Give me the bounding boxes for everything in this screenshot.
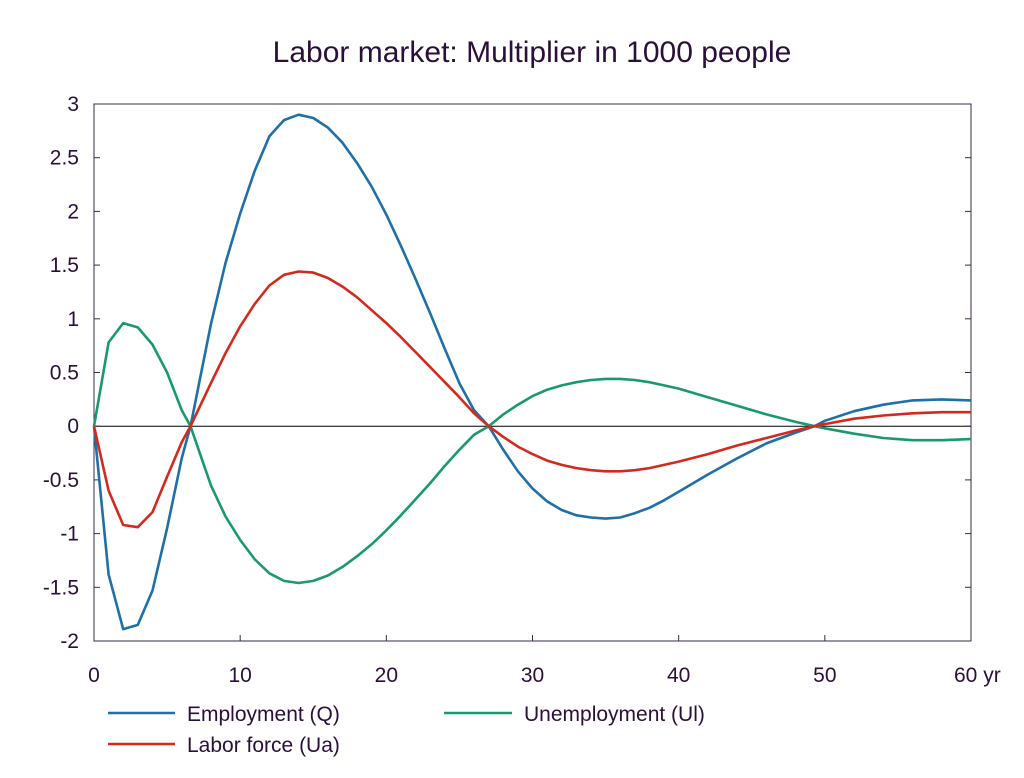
- legend: Employment (Q) Unemployment (Ul) Labor for…: [108, 703, 705, 757]
- legend-label: Labor force (Ua): [187, 734, 340, 757]
- plot-area: [93, 103, 972, 642]
- y-tick-label: -0.5: [43, 469, 79, 492]
- y-tick-label: 1.5: [50, 254, 79, 277]
- x-tick-label: 40: [667, 664, 690, 687]
- legend-label: Unemployment (Ul): [524, 703, 705, 726]
- y-tick-label: -1: [60, 523, 79, 546]
- x-tick-label: 60 yr: [954, 664, 1001, 687]
- y-axis: 3 2.5 2 1.5 1 0.5 0 -0.5 -1 -1.5 -2: [43, 93, 971, 653]
- legend-item: Employment (Q): [108, 703, 340, 726]
- series-line-employment-q: [92, 113, 972, 631]
- legend-item: Unemployment (Ul): [444, 703, 705, 726]
- chart-title: Labor market: Multiplier in 1000 people: [273, 36, 792, 69]
- legend-item: Labor force (Ua): [108, 734, 340, 757]
- series-lines: [92, 113, 972, 631]
- y-tick-label: 0: [67, 415, 79, 438]
- series-line-unemployment-ul: [92, 321, 972, 585]
- plot-border: [93, 103, 972, 642]
- series-line-labor-force-ua: [92, 270, 971, 529]
- x-tick-label: 30: [521, 664, 544, 687]
- y-tick-label: 0.5: [50, 362, 79, 385]
- x-tick-label: 0: [88, 664, 100, 687]
- x-tick-label: 20: [375, 664, 398, 687]
- y-tick-label: 3: [67, 93, 79, 116]
- y-tick-label: -1.5: [43, 576, 79, 599]
- x-tick-label: 50: [813, 664, 836, 687]
- legend-label: Employment (Q): [187, 703, 340, 726]
- y-tick-label: 1: [67, 308, 79, 331]
- y-tick-label: -2: [60, 630, 79, 653]
- y-tick-label: 2.5: [50, 147, 79, 170]
- y-tick-label: 2: [67, 200, 79, 223]
- x-tick-label: 10: [228, 664, 251, 687]
- x-axis: 0 10 20 30 40 50 60 yr: [88, 635, 1001, 687]
